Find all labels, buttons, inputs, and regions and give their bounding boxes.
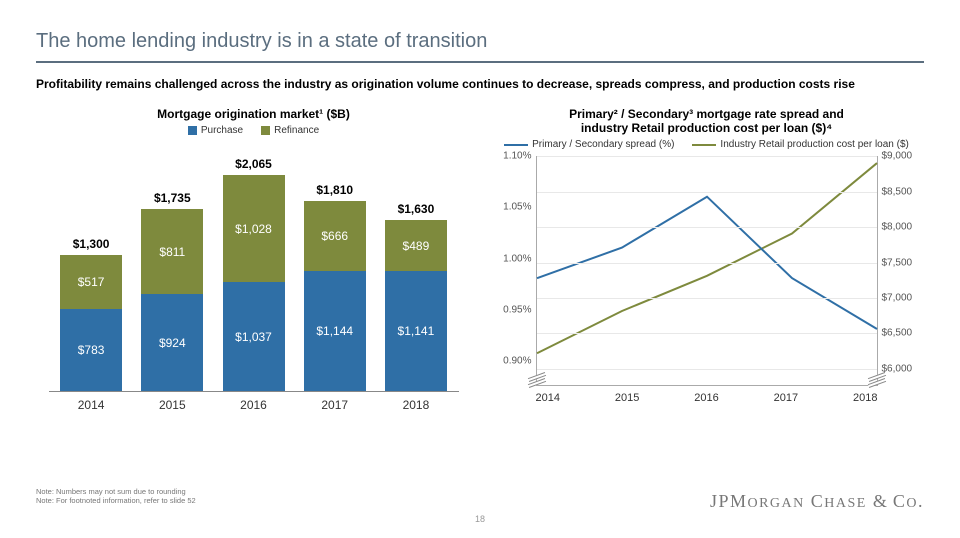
bar-seg-refinance: $489	[385, 220, 447, 271]
y-right-tick: $7,500	[882, 257, 913, 268]
page-subtitle: Profitability remains challenged across …	[36, 77, 924, 93]
bar-group: $1,300 $783$517	[53, 237, 130, 391]
y-right-tick: $6,500	[882, 328, 913, 339]
bar-stack: $1,037$1,028	[223, 175, 285, 391]
bar-chart: Mortgage origination market¹ ($B) Purcha…	[36, 107, 471, 437]
bar-group: $1,735 $924$811	[134, 191, 211, 391]
bar-seg-purchase: $924	[141, 294, 203, 391]
bar-seg-refinance: $1,028	[223, 175, 285, 283]
bar-stack: $924$811	[141, 209, 203, 391]
bar-group: $2,065 $1,037$1,028	[215, 157, 292, 391]
y-left-tick: 0.95%	[503, 304, 531, 315]
legend-label-cost: Industry Retail production cost per loan…	[720, 139, 908, 150]
bar-stack: $1,144$666	[304, 201, 366, 391]
bar-chart-legend: Purchase Refinance	[188, 125, 319, 136]
legend-swatch-purchase	[188, 126, 197, 135]
legend-item-purchase: Purchase	[188, 125, 243, 136]
line-x-label: 2016	[694, 392, 718, 404]
bar-seg-purchase: $1,144	[304, 271, 366, 391]
line-x-label: 2015	[615, 392, 639, 404]
line-x-label: 2014	[536, 392, 560, 404]
line-x-axis: 2014 2015 2016 2017 2018	[536, 392, 878, 404]
page-title: The home lending industry is in a state …	[36, 30, 924, 53]
bar-seg-purchase: $1,037	[223, 282, 285, 391]
bar-stack: $783$517	[60, 255, 122, 391]
bar-total-label: $1,735	[154, 191, 191, 205]
gridline	[537, 333, 877, 334]
legend-item-refinance: Refinance	[261, 125, 319, 136]
bar-x-label: 2017	[296, 398, 373, 412]
bar-total-label: $1,630	[398, 202, 435, 216]
y-right-tick: $6,000	[882, 363, 913, 374]
bar-total-label: $1,300	[73, 237, 110, 251]
line-plot-wrapper: 1.10%1.05%1.00%0.95%0.90% $9,000$8,500$8…	[492, 156, 922, 416]
line-chart-legend: Primary / Secondary spread (%) Industry …	[504, 139, 909, 150]
y-right-tick: $8,500	[882, 186, 913, 197]
gridline	[537, 263, 877, 264]
title-divider	[36, 61, 924, 63]
bar-x-label: 2014	[53, 398, 130, 412]
y-left-tick: 1.00%	[503, 253, 531, 264]
line-svg	[537, 156, 877, 385]
legend-label-spread: Primary / Secondary spread (%)	[532, 139, 674, 150]
line-x-label: 2017	[774, 392, 798, 404]
bar-seg-refinance: $666	[304, 201, 366, 271]
legend-label-refinance: Refinance	[274, 125, 319, 136]
page-number: 18	[475, 514, 485, 524]
bar-total-label: $1,810	[316, 183, 353, 197]
gridline	[537, 369, 877, 370]
y-left-tick: 1.05%	[503, 202, 531, 213]
line-plot-area	[536, 156, 878, 386]
bar-x-axis: 2014 2015 2016 2017 2018	[49, 398, 459, 412]
line-chart-title-line2: industry Retail production cost per loan…	[581, 121, 832, 135]
line-y-axis-left: 1.10%1.05%1.00%0.95%0.90%	[492, 156, 532, 386]
legend-swatch-refinance	[261, 126, 270, 135]
bar-seg-refinance: $517	[60, 255, 122, 309]
brand-logo: JPMORGAN CHASE & CO.	[710, 491, 924, 512]
gridline	[537, 227, 877, 228]
bar-x-label: 2015	[134, 398, 211, 412]
gridline	[537, 298, 877, 299]
bar-seg-purchase: $783	[60, 309, 122, 391]
bar-plot-area: $1,300 $783$517 $1,735 $924$811 $2,065 $1,037…	[49, 142, 459, 392]
line-y-axis-right: $9,000$8,500$8,000$7,500$7,000$6,500$6,0…	[882, 156, 922, 386]
gridline	[537, 156, 877, 157]
y-right-tick: $7,000	[882, 292, 913, 303]
bar-seg-refinance: $811	[141, 209, 203, 294]
bar-seg-purchase: $1,141	[385, 271, 447, 391]
charts-row: Mortgage origination market¹ ($B) Purcha…	[36, 107, 924, 437]
y-right-tick: $8,000	[882, 222, 913, 233]
bar-stack: $1,141$489	[385, 220, 447, 391]
bar-total-label: $2,065	[235, 157, 272, 171]
legend-line-spread	[504, 144, 528, 146]
bar-group: $1,630 $1,141$489	[377, 202, 454, 391]
legend-item-cost: Industry Retail production cost per loan…	[692, 139, 908, 150]
legend-line-cost	[692, 144, 716, 146]
bar-chart-title: Mortgage origination market¹ ($B)	[157, 107, 350, 121]
y-left-tick: 1.10%	[503, 151, 531, 162]
line-x-label: 2018	[853, 392, 877, 404]
line-chart-title-line1: Primary² / Secondary³ mortgage rate spre…	[569, 107, 844, 121]
gridline	[537, 192, 877, 193]
legend-item-spread: Primary / Secondary spread (%)	[504, 139, 674, 150]
footnote-2: Note: For footnoted information, refer t…	[36, 496, 196, 506]
legend-label-purchase: Purchase	[201, 125, 243, 136]
bar-x-label: 2016	[215, 398, 292, 412]
bar-x-label: 2018	[377, 398, 454, 412]
footnotes: Note: Numbers may not sum due to roundin…	[36, 487, 196, 507]
y-left-tick: 0.90%	[503, 355, 531, 366]
axis-break-left	[531, 373, 543, 387]
footnote-1: Note: Numbers may not sum due to roundin…	[36, 487, 196, 497]
y-right-tick: $9,000	[882, 151, 913, 162]
bar-group: $1,810 $1,144$666	[296, 183, 373, 391]
line-chart: Primary² / Secondary³ mortgage rate spre…	[489, 107, 924, 437]
line-chart-title: Primary² / Secondary³ mortgage rate spre…	[569, 107, 844, 136]
